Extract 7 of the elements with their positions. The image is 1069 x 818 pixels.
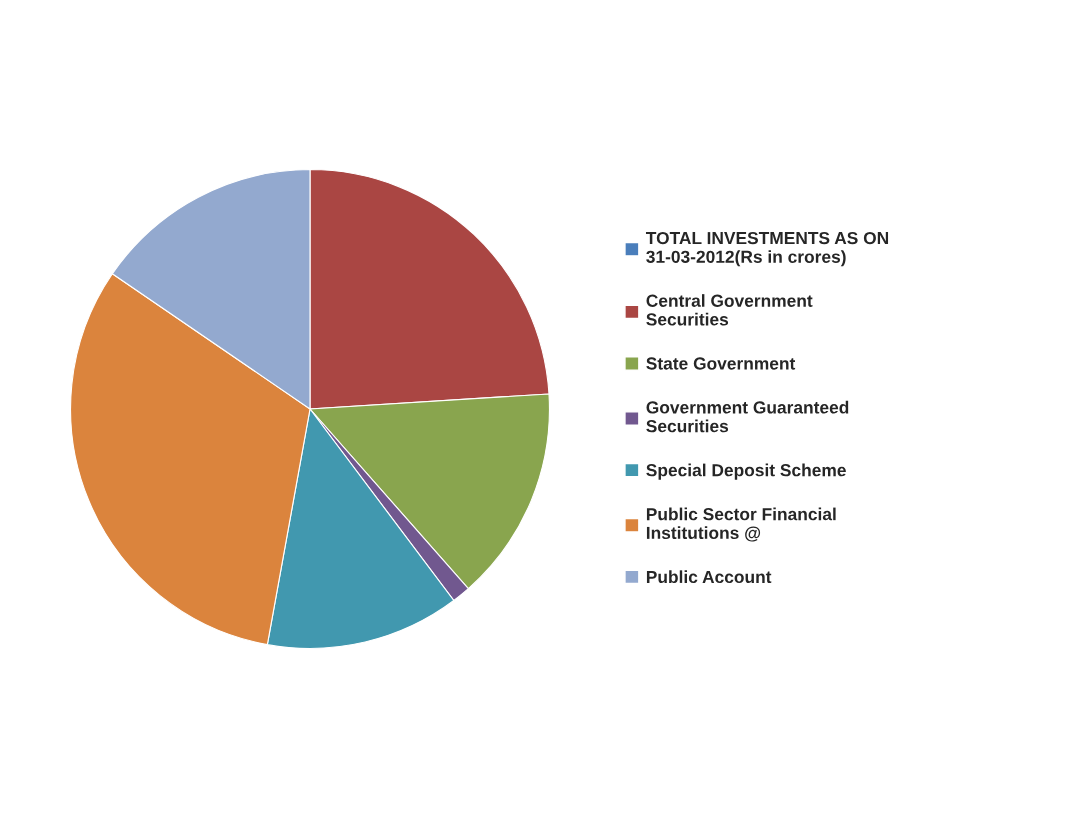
legend-label: Public Sector Financial Institutions @ <box>646 507 836 542</box>
legend-label: Public Account <box>646 570 772 584</box>
legend-label: Special Deposit Scheme <box>646 463 846 480</box>
legend-label: State Government <box>646 357 796 370</box>
legend-label: Government Guaranteed Securities <box>646 400 849 433</box>
legend-label: TOTAL INVESTMENTS AS ON 31-03-2012(Rs in crores) <box>645 231 889 267</box>
legend-label: Central Government Securities <box>646 294 813 326</box>
